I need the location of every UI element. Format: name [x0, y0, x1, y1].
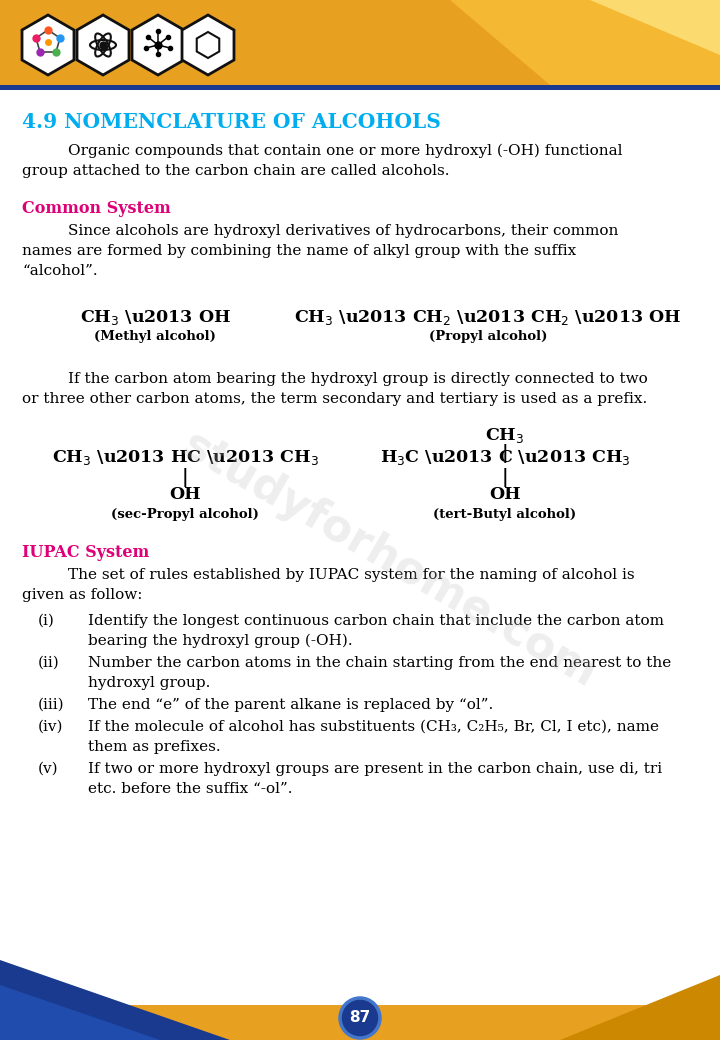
Polygon shape — [77, 15, 129, 75]
Text: (tert-Butyl alcohol): (tert-Butyl alcohol) — [433, 508, 577, 521]
Text: bearing the hydroxyl group (-OH).: bearing the hydroxyl group (-OH). — [88, 634, 353, 648]
Text: hydroxyl group.: hydroxyl group. — [88, 676, 210, 690]
Text: 87: 87 — [349, 1011, 371, 1025]
Text: CH$_3$ \u2013 OH: CH$_3$ \u2013 OH — [79, 308, 230, 327]
Text: 4.9 NOMENCLATURE OF ALCOHOLS: 4.9 NOMENCLATURE OF ALCOHOLS — [22, 112, 441, 132]
Text: etc. before the suffix “-ol”.: etc. before the suffix “-ol”. — [88, 782, 292, 796]
Text: (i): (i) — [38, 614, 55, 628]
Text: (iv): (iv) — [38, 720, 63, 734]
Text: |: | — [502, 444, 508, 463]
Text: CH$_3$ \u2013 HC \u2013 CH$_3$: CH$_3$ \u2013 HC \u2013 CH$_3$ — [52, 448, 318, 467]
Polygon shape — [590, 0, 720, 55]
Text: CH$_3$ \u2013 CH$_2$ \u2013 CH$_2$ \u2013 OH: CH$_3$ \u2013 CH$_2$ \u2013 CH$_2$ \u201… — [294, 308, 682, 327]
Polygon shape — [450, 0, 720, 85]
Text: names are formed by combining the name of alkyl group with the suffix: names are formed by combining the name o… — [22, 244, 576, 258]
Polygon shape — [22, 15, 74, 75]
Text: The end “e” of the parent alkane is replaced by “ol”.: The end “e” of the parent alkane is repl… — [88, 698, 493, 712]
Polygon shape — [182, 15, 234, 75]
Text: (v): (v) — [38, 762, 58, 776]
Circle shape — [340, 998, 380, 1038]
Polygon shape — [0, 985, 160, 1040]
Text: (sec-Propyl alcohol): (sec-Propyl alcohol) — [111, 508, 259, 521]
Text: The set of rules established by IUPAC system for the naming of alcohol is: The set of rules established by IUPAC sy… — [68, 568, 634, 582]
FancyBboxPatch shape — [0, 0, 720, 85]
Text: IUPAC System: IUPAC System — [22, 544, 149, 561]
Text: |: | — [181, 468, 189, 487]
Text: group attached to the carbon chain are called alcohols.: group attached to the carbon chain are c… — [22, 164, 449, 178]
Text: Number the carbon atoms in the chain starting from the end nearest to the: Number the carbon atoms in the chain sta… — [88, 656, 671, 670]
Text: OH: OH — [489, 486, 521, 503]
Text: Identify the longest continuous carbon chain that include the carbon atom: Identify the longest continuous carbon c… — [88, 614, 664, 628]
Text: Common System: Common System — [22, 200, 171, 217]
Text: If the carbon atom bearing the hydroxyl group is directly connected to two: If the carbon atom bearing the hydroxyl … — [68, 372, 648, 386]
Polygon shape — [0, 960, 230, 1040]
Text: studyforhome.com: studyforhome.com — [175, 423, 605, 697]
Text: H$_3$C \u2013 C \u2013 CH$_3$: H$_3$C \u2013 C \u2013 CH$_3$ — [379, 448, 630, 467]
FancyBboxPatch shape — [0, 85, 720, 90]
Text: (Propyl alcohol): (Propyl alcohol) — [429, 330, 547, 343]
Text: If two or more hydroxyl groups are present in the carbon chain, use di, tri: If two or more hydroxyl groups are prese… — [88, 762, 662, 776]
Text: (Methyl alcohol): (Methyl alcohol) — [94, 330, 216, 343]
Text: |: | — [502, 468, 508, 487]
Text: If the molecule of alcohol has substituents (CH₃, C₂H₅, Br, Cl, I etc), name: If the molecule of alcohol has substitue… — [88, 720, 659, 734]
Polygon shape — [560, 976, 720, 1040]
Text: given as follow:: given as follow: — [22, 588, 143, 602]
Text: OH: OH — [169, 486, 201, 503]
Text: them as prefixes.: them as prefixes. — [88, 740, 220, 754]
Text: Organic compounds that contain one or more hydroxyl (-OH) functional: Organic compounds that contain one or mo… — [68, 144, 623, 158]
Text: Since alcohols are hydroxyl derivatives of hydrocarbons, their common: Since alcohols are hydroxyl derivatives … — [68, 224, 618, 238]
Text: or three other carbon atoms, the term secondary and tertiary is used as a prefix: or three other carbon atoms, the term se… — [22, 392, 647, 406]
Text: “alcohol”.: “alcohol”. — [22, 264, 98, 278]
Text: CH$_3$: CH$_3$ — [485, 426, 525, 445]
Text: (iii): (iii) — [38, 698, 65, 712]
Polygon shape — [132, 15, 184, 75]
FancyBboxPatch shape — [0, 1005, 720, 1040]
Text: (ii): (ii) — [38, 656, 60, 670]
